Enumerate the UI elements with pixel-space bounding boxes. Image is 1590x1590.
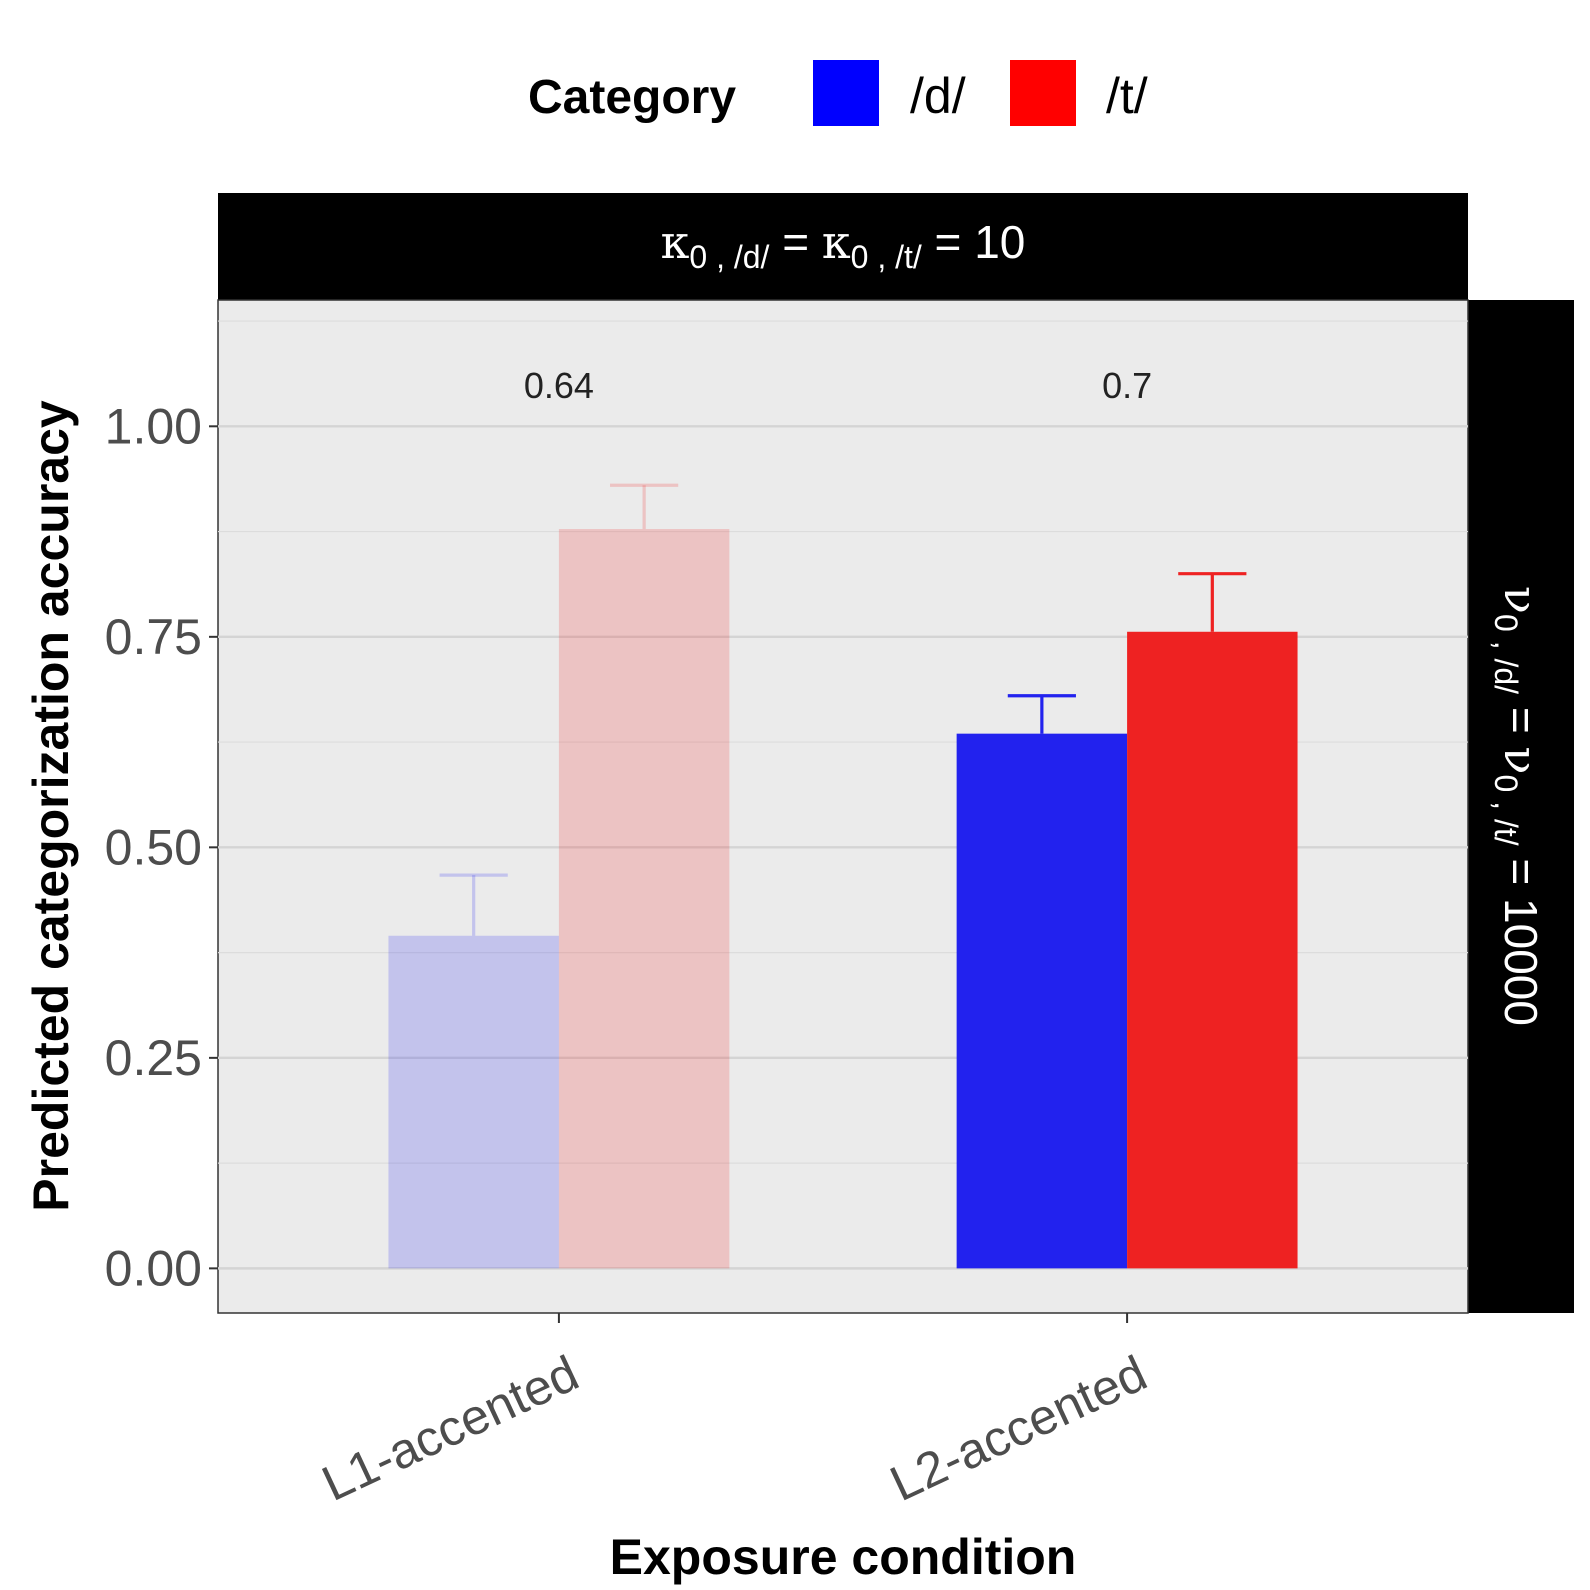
group-labels: 0.64 0.7 — [524, 365, 1152, 406]
legend-swatch-t — [1010, 60, 1076, 126]
legend-title: Category — [528, 71, 736, 124]
facet-strip-right: ν0 , /d/ = ν0 , /t/ = 10000 — [1468, 300, 1574, 1313]
facet-top-kappa-1: κ — [661, 215, 690, 269]
facet-top-kappa-2: κ — [822, 215, 851, 269]
facet-top-sub-1: 0 , /d/ — [689, 239, 769, 275]
error-bar-L1-accented-/t/ — [610, 483, 679, 530]
error-bar-L2-accented-/t/ — [1178, 572, 1247, 632]
bars — [388, 529, 1298, 1269]
x-tick-label: L1-accented — [314, 1345, 587, 1512]
facet-right-nu-2: ν — [1494, 747, 1548, 775]
error-bars — [439, 483, 1247, 936]
facet-right-sub-2: 0 , /t/ — [1488, 774, 1524, 845]
y-tick-label: 0.75 — [105, 609, 202, 665]
facet-top-sub-2: 0 , /t/ — [851, 239, 922, 275]
facet-right-label: ν0 , /d/ = ν0 , /t/ = 10000 — [1488, 586, 1548, 1026]
legend-label-d: /d/ — [910, 68, 966, 124]
bar-L1-accented-/t/ — [558, 529, 730, 1269]
bar-L1-accented-/d/ — [388, 935, 559, 1269]
facet-strip-top: κ0 , /d/ = κ0 , /t/ = 10 — [218, 193, 1468, 300]
facet-right-sub-1: 0 , /d/ — [1488, 614, 1524, 694]
group-label: 0.64 — [524, 365, 594, 406]
error-bar-L1-accented-/d/ — [439, 873, 508, 936]
legend-swatch-d — [813, 60, 879, 126]
bar-L2-accented-/d/ — [956, 733, 1128, 1269]
y-tick-label: 0.00 — [105, 1240, 202, 1296]
facet-top-label: κ0 , /d/ = κ0 , /t/ = 10 — [661, 215, 1026, 275]
facet-right-nu-1: ν — [1494, 586, 1548, 614]
legend-label-t: /t/ — [1106, 68, 1148, 124]
error-bar-L2-accented-/d/ — [1007, 694, 1076, 734]
y-tick-label: 0.25 — [105, 1030, 202, 1086]
y-axis-title: Predicted categorization accuracy — [23, 400, 79, 1212]
y-axis: 0.00 0.25 0.50 0.75 1.00 — [105, 398, 218, 1296]
facet-right-eq: = — [1495, 694, 1547, 746]
bar-L2-accented-/t/ — [1127, 631, 1298, 1269]
x-axis: L1-accented L2-accented — [314, 1313, 1155, 1512]
facet-top-value: = 10 — [922, 216, 1026, 268]
facet-top-eq: = — [769, 216, 821, 268]
y-tick-label: 1.00 — [105, 398, 202, 454]
y-tick-label: 0.50 — [105, 819, 202, 875]
group-label: 0.7 — [1102, 365, 1152, 406]
legend: Category /d/ /t/ — [528, 60, 1148, 126]
x-tick-label: L2-accented — [882, 1345, 1155, 1512]
facet-right-value: = 10000 — [1495, 846, 1547, 1026]
x-axis-title: Exposure condition — [610, 1529, 1077, 1585]
